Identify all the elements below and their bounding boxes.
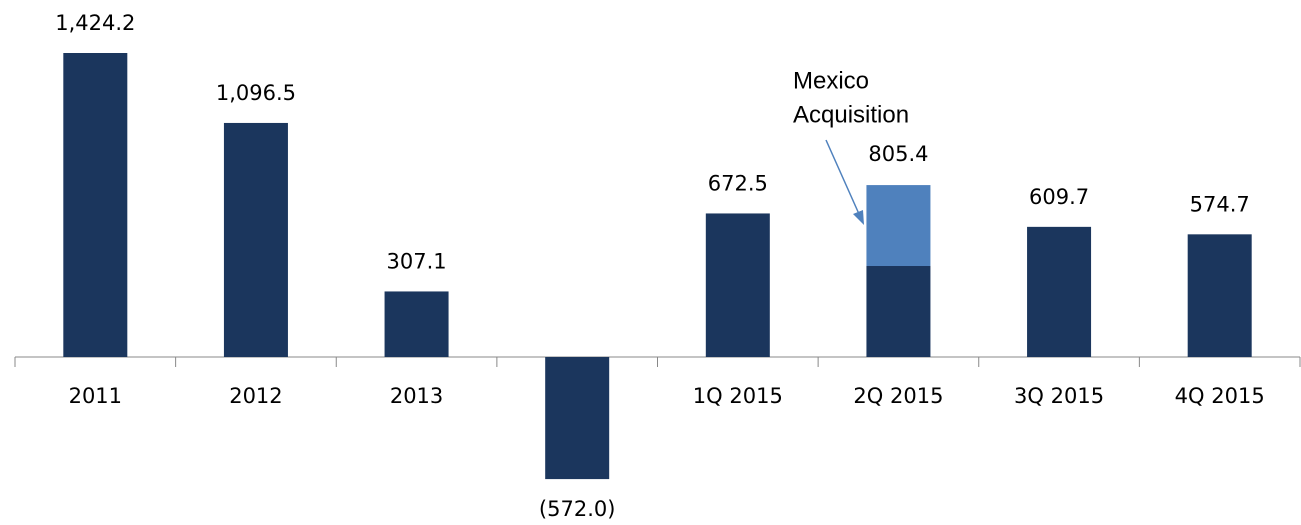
x-tick-label: 4Q 2015 bbox=[1175, 384, 1265, 408]
value-label: 672.5 bbox=[708, 171, 768, 195]
x-tick-label: 1Q 2015 bbox=[693, 384, 783, 408]
bar bbox=[63, 53, 128, 357]
bar bbox=[866, 185, 931, 267]
arrow-head bbox=[853, 210, 864, 225]
value-label: (572.0) bbox=[539, 497, 616, 521]
x-tick-label: 3Q 2015 bbox=[1014, 384, 1104, 408]
value-label: 1,096.5 bbox=[216, 81, 296, 105]
annotation-arrow bbox=[825, 139, 860, 215]
x-tick-label: 2Q 2015 bbox=[853, 384, 943, 408]
x-tick-label: 2013 bbox=[390, 384, 443, 408]
value-label: 609.7 bbox=[1029, 185, 1089, 209]
bar bbox=[223, 122, 288, 357]
bar bbox=[705, 213, 770, 357]
value-label: 307.1 bbox=[387, 249, 447, 273]
x-tick-label: 2011 bbox=[69, 384, 122, 408]
bar bbox=[1027, 226, 1092, 357]
bar bbox=[866, 266, 931, 357]
annotation: Mexico bbox=[793, 67, 869, 94]
value-label: 574.7 bbox=[1190, 192, 1250, 216]
bar bbox=[1187, 234, 1252, 357]
bar bbox=[384, 291, 449, 357]
annotation: Acquisition bbox=[793, 101, 909, 128]
x-tick-label: 2012 bbox=[229, 384, 282, 408]
total-label: 805.4 bbox=[868, 142, 928, 166]
bar bbox=[545, 357, 610, 480]
value-label: 1,424.2 bbox=[55, 11, 135, 35]
